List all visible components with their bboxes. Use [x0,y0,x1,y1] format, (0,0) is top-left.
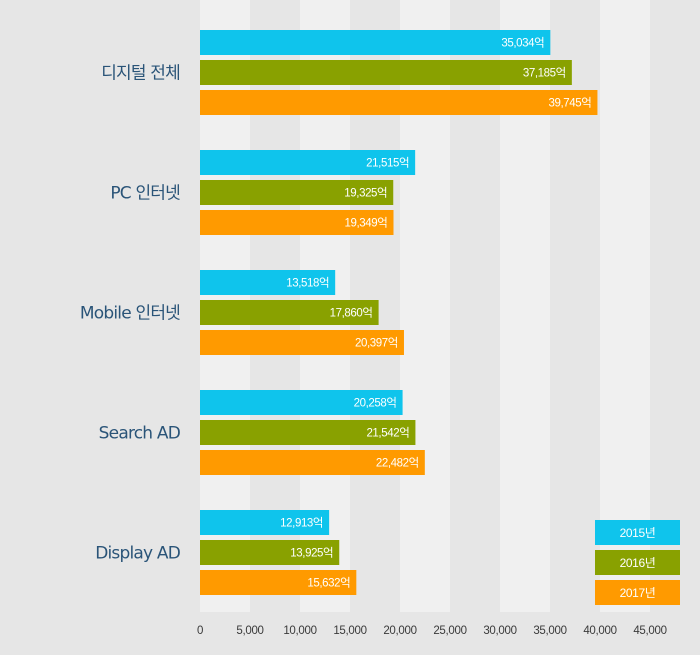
bar [200,30,551,55]
bar [200,450,425,475]
bar [200,180,394,205]
legend-swatch [595,580,680,605]
category-label: Display AD [95,544,180,564]
bar [200,570,357,595]
category-label: Mobile 인터넷 [80,304,180,324]
x-tick-label: 5,000 [236,625,263,637]
bar-value-label: 21,515억 [366,157,409,170]
x-tick-label: 25,000 [433,625,466,637]
bar-value-label: 12,913억 [280,517,323,530]
bar-value-label: 20,258억 [354,397,397,410]
x-axis-ticks: 0 5,000 10,000 15,000 20,000 25,000 30,000 35,0… [197,625,667,637]
legend-label: 2016년 [620,556,656,570]
x-tick-label: 0 [197,625,203,637]
bar [200,540,340,565]
grid-band [600,0,650,612]
x-tick-label: 40,000 [583,625,616,637]
bar-value-label: 19,349억 [345,217,388,230]
category-label: Search AD [99,424,181,444]
bar-value-label: 20,397억 [355,337,398,350]
x-tick-label: 30,000 [483,625,516,637]
bar [200,330,404,355]
category-label: PC 인터넷 [110,184,180,204]
x-tick-label: 20,000 [383,625,416,637]
bar [200,300,379,325]
bar [200,270,336,295]
category-labels: 디지털 전체 PC 인터넷 Mobile 인터넷 Search AD Display A… [80,64,182,564]
legend-swatch [595,520,680,545]
x-tick-label: 15,000 [333,625,366,637]
bar [200,90,598,115]
bar-value-label: 17,860억 [330,307,373,320]
bar-value-label: 37,185억 [523,67,566,80]
bar-value-label: 21,542억 [366,427,409,440]
bar-value-label: 35,034억 [501,37,544,50]
bar-value-label: 39,745억 [548,97,591,110]
legend-label: 2015년 [620,526,656,540]
legend-swatch [595,550,680,575]
x-tick-label: 35,000 [533,625,566,637]
bar-value-label: 13,925억 [290,547,333,560]
bar [200,60,572,85]
bar [200,510,330,535]
bar [200,150,416,175]
legend-label: 2017년 [620,586,656,600]
bar-value-label: 19,325억 [344,187,387,200]
x-tick-label: 45,000 [633,625,666,637]
bar-value-label: 13,518억 [286,277,329,290]
legend: 2015년 2016년 2017년 [595,520,680,605]
bars: 35,034억 37,185억 39,745억 21,515억 19,325억 19,34… [200,30,598,595]
bar-value-label: 22,482억 [376,457,419,470]
bar [200,210,394,235]
category-label: 디지털 전체 [101,64,180,84]
bar [200,420,416,445]
x-tick-label: 10,000 [283,625,316,637]
bar [200,390,403,415]
bar-value-label: 15,632억 [307,577,350,590]
